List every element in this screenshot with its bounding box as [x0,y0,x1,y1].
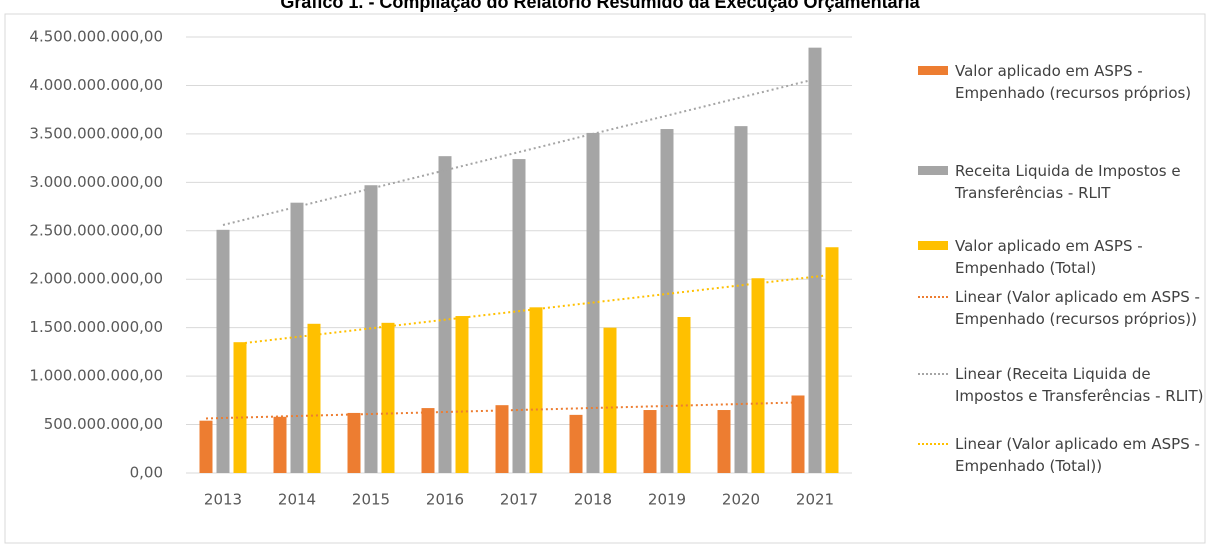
bar [512,159,526,473]
legend-swatch [918,443,948,445]
legend-label: Linear (Valor aplicado em ASPS - Empenha… [955,288,1200,328]
bar [455,316,469,473]
x-tick-label: 2014 [278,491,316,509]
x-tick-label: 2015 [352,491,390,509]
y-tick-label: 1.500.000.000,00 [29,318,163,336]
bar [825,247,839,473]
bar [307,323,321,473]
legend-label: Linear (Receita Liquida de Impostos e Tr… [955,365,1204,405]
legend-swatch [918,373,948,375]
legend-swatch [918,166,948,175]
chart-border [4,13,1206,544]
x-tick-label: 2021 [796,491,834,509]
bar [643,410,657,473]
bar [438,156,452,473]
bar [273,416,287,473]
y-tick-label: 4.500.000.000,00 [29,28,163,46]
y-tick-label: 3.000.000.000,00 [29,173,163,191]
chart-title: Gráfico 1. - Compilação do Relatório Res… [280,0,920,12]
bar [381,322,395,473]
y-tick-label: 0,00 [130,464,163,482]
x-tick-label: 2019 [648,491,686,509]
y-tick-label: 2.000.000.000,00 [29,270,163,288]
bar [421,408,435,473]
trendline [222,78,816,226]
legend-swatch [918,66,948,75]
bar [751,278,765,473]
legend-label: Receita Liquida de Impostos e Transferên… [955,162,1181,202]
legend-label: Linear (Valor aplicado em ASPS - Empenha… [955,435,1200,475]
bar [717,410,731,473]
bar [677,317,691,473]
bar [603,327,617,473]
trendline [239,273,833,345]
x-tick-label: 2017 [500,491,538,509]
legend-label: Valor aplicado em ASPS - Empenhado (recu… [955,62,1192,102]
legend-label: Valor aplicado em ASPS - Empenhado (Tota… [955,237,1143,277]
bar [569,414,583,473]
y-tick-label: 1.000.000.000,00 [29,367,163,385]
trendline [205,401,799,420]
y-tick-label: 2.500.000.000,00 [29,221,163,239]
bar [199,420,213,473]
y-tick-label: 4.000.000.000,00 [29,76,163,94]
bar [734,126,748,473]
legend-swatch [918,296,948,298]
x-tick-label: 2016 [426,491,464,509]
x-tick-label: 2013 [204,491,242,509]
x-tick-label: 2018 [574,491,612,509]
bar [808,47,822,473]
x-tick-label: 2020 [722,491,760,509]
bar [347,412,361,473]
bar [233,342,247,473]
bar [290,202,304,473]
bar [216,229,230,473]
y-tick-label: 3.500.000.000,00 [29,124,163,142]
bar [529,307,543,473]
legend-swatch [918,241,948,250]
bar [791,395,805,473]
bar [495,405,509,473]
y-tick-label: 500.000.000,00 [44,415,163,433]
bar [660,129,674,474]
